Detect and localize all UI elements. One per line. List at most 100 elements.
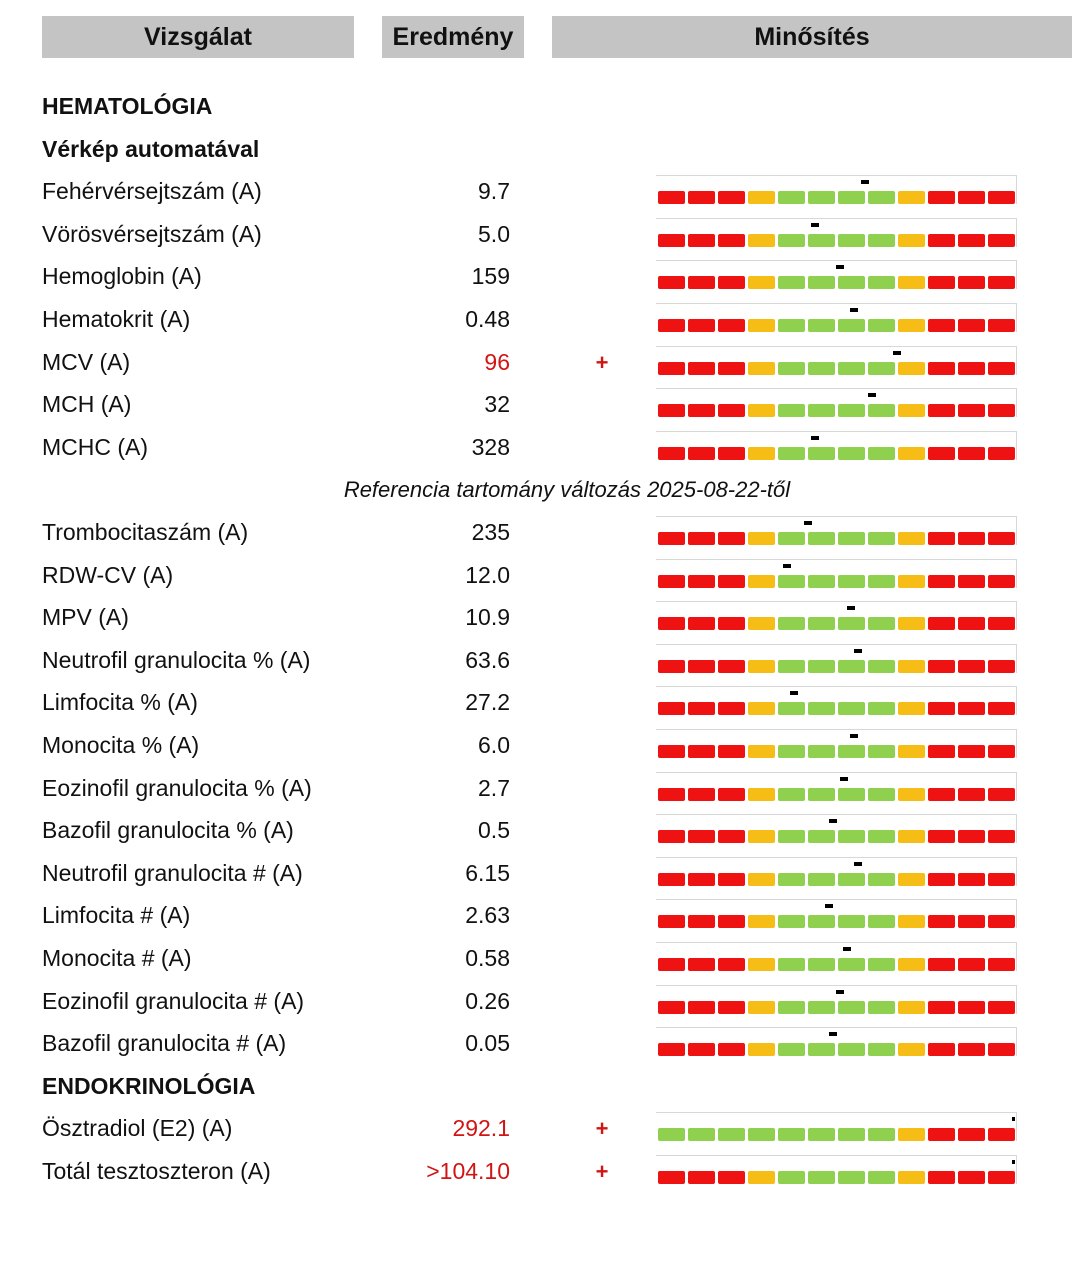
result-value: >104.10 <box>426 1158 510 1184</box>
rating-gauge <box>656 260 1018 290</box>
gauge-segment-green <box>838 872 865 886</box>
result-value: 2.7 <box>478 774 510 801</box>
abnormal-flag <box>592 298 612 341</box>
gauge-segment-red <box>928 532 955 545</box>
gauge-segment-red <box>688 617 715 631</box>
gauge-segment-red <box>988 404 1015 418</box>
table-row: Fehérvérsejtszám (A) 9.7 <box>0 170 1072 213</box>
gauge-segment-orange <box>898 745 925 758</box>
gauge-segment-green <box>868 745 895 758</box>
gauge-segment-red <box>958 872 985 886</box>
gauge-segment-green <box>838 830 865 844</box>
gauge-segment-red <box>718 1000 745 1014</box>
result-value: 159 <box>471 263 510 290</box>
gauge-segment-red <box>718 745 745 758</box>
gauge-segment-red <box>958 276 985 290</box>
result-value: 5.0 <box>478 220 510 247</box>
gauge-segment-green <box>808 702 835 716</box>
gauge-segment-red <box>658 702 685 716</box>
gauge-segment-red <box>688 745 715 758</box>
gauge-segment-green <box>808 276 835 290</box>
gauge-segment-orange <box>748 745 775 758</box>
gauge-marker <box>803 521 812 525</box>
gauge-segment-green <box>808 958 835 971</box>
gauge-segment-red <box>718 659 745 673</box>
gauge-segment-orange <box>898 659 925 673</box>
gauge-segment-green <box>778 617 805 631</box>
gauge-segment-green <box>838 319 865 332</box>
gauge-segment-red <box>658 319 685 332</box>
gauge-segment-red <box>718 191 745 205</box>
gauge-segment-red <box>928 446 955 460</box>
table-row: Ösztradiol (E2) (A) 292.1 + <box>0 1107 1072 1150</box>
abnormal-flag <box>592 937 612 980</box>
gauge-segment-red <box>688 1000 715 1014</box>
gauge-segment-orange <box>898 958 925 971</box>
gauge-segment-green <box>838 574 865 588</box>
rating-gauge <box>656 217 1018 248</box>
gauge-segment-red <box>658 958 685 971</box>
gauge-segment-orange <box>748 958 775 971</box>
gauge-frame <box>656 388 1017 418</box>
result-value: 0.05 <box>465 1030 510 1057</box>
gauge-segment-red <box>718 787 745 801</box>
gauge-segment-orange <box>748 361 775 375</box>
gauge-segment-green <box>808 830 835 844</box>
gauge-segment-green <box>808 745 835 758</box>
gauge-segment-green <box>808 446 835 460</box>
gauge-segment-orange <box>748 532 775 545</box>
test-name: Bazofil granulocita # (A) <box>42 1030 287 1057</box>
gauge-segment-green <box>868 659 895 673</box>
rating-gauge <box>656 899 1018 929</box>
gauge-segment-red <box>928 574 955 588</box>
gauge-marker <box>839 776 848 781</box>
gauge-segment-red <box>658 276 685 290</box>
gauge-segment-red <box>718 915 745 929</box>
abnormal-flag <box>592 809 612 852</box>
gauge-segment-red <box>718 1171 745 1184</box>
table-row: Hemoglobin (A) 159 <box>0 255 1072 298</box>
rating-gauge <box>656 558 1018 589</box>
gauge-segment-orange <box>898 319 925 332</box>
gauge-segment-red <box>958 319 985 332</box>
gauge-segment-green <box>868 446 895 460</box>
gauge-frame <box>656 303 1017 332</box>
gauge-marker <box>828 819 837 824</box>
rating-gauge <box>656 643 1018 674</box>
gauge-segment-green <box>808 872 835 886</box>
test-name: MPV (A) <box>42 604 129 631</box>
gauge-frame <box>656 1112 1017 1142</box>
gauge-segment-green <box>808 1128 835 1142</box>
gauge-frame <box>656 217 1017 247</box>
gauge-segment-green <box>808 191 835 205</box>
gauge-segment-red <box>988 915 1015 929</box>
gauge-segment-orange <box>748 1171 775 1184</box>
rating-gauge <box>656 388 1018 418</box>
test-name: Limfocita % (A) <box>42 689 198 716</box>
gauge-segment-orange <box>748 1000 775 1014</box>
abnormal-flag <box>592 255 612 298</box>
gauge-segment-orange <box>898 191 925 205</box>
gauge-segment-red <box>988 276 1015 290</box>
gauge-segment-red <box>718 532 745 545</box>
result-value: 2.63 <box>465 902 510 929</box>
result-value: 292.1 <box>452 1115 510 1142</box>
gauge-segment-green <box>868 233 895 247</box>
gauge-frame <box>656 345 1017 375</box>
gauge-segment-red <box>688 1043 715 1057</box>
gauge-segment-red <box>928 361 955 375</box>
gauge-segment-red <box>688 361 715 375</box>
table-row: Vörösvérsejtszám (A) 5.0 <box>0 213 1072 256</box>
table-row: MCHC (A) 328 <box>0 426 1072 469</box>
table-row: Hematokrit (A) 0.48 <box>0 298 1072 341</box>
gauge-segment-green <box>778 702 805 716</box>
gauge-segment-red <box>658 1000 685 1014</box>
gauge-segment-green <box>868 915 895 929</box>
gauge-segment-red <box>958 361 985 375</box>
gauge-segment-red <box>718 319 745 332</box>
abnormal-flag <box>592 596 612 639</box>
column-header-test: Vizsgálat <box>42 16 354 58</box>
gauge-segment-green <box>778 191 805 205</box>
result-value: 235 <box>471 519 510 545</box>
gauge-segment-green <box>778 1043 805 1057</box>
